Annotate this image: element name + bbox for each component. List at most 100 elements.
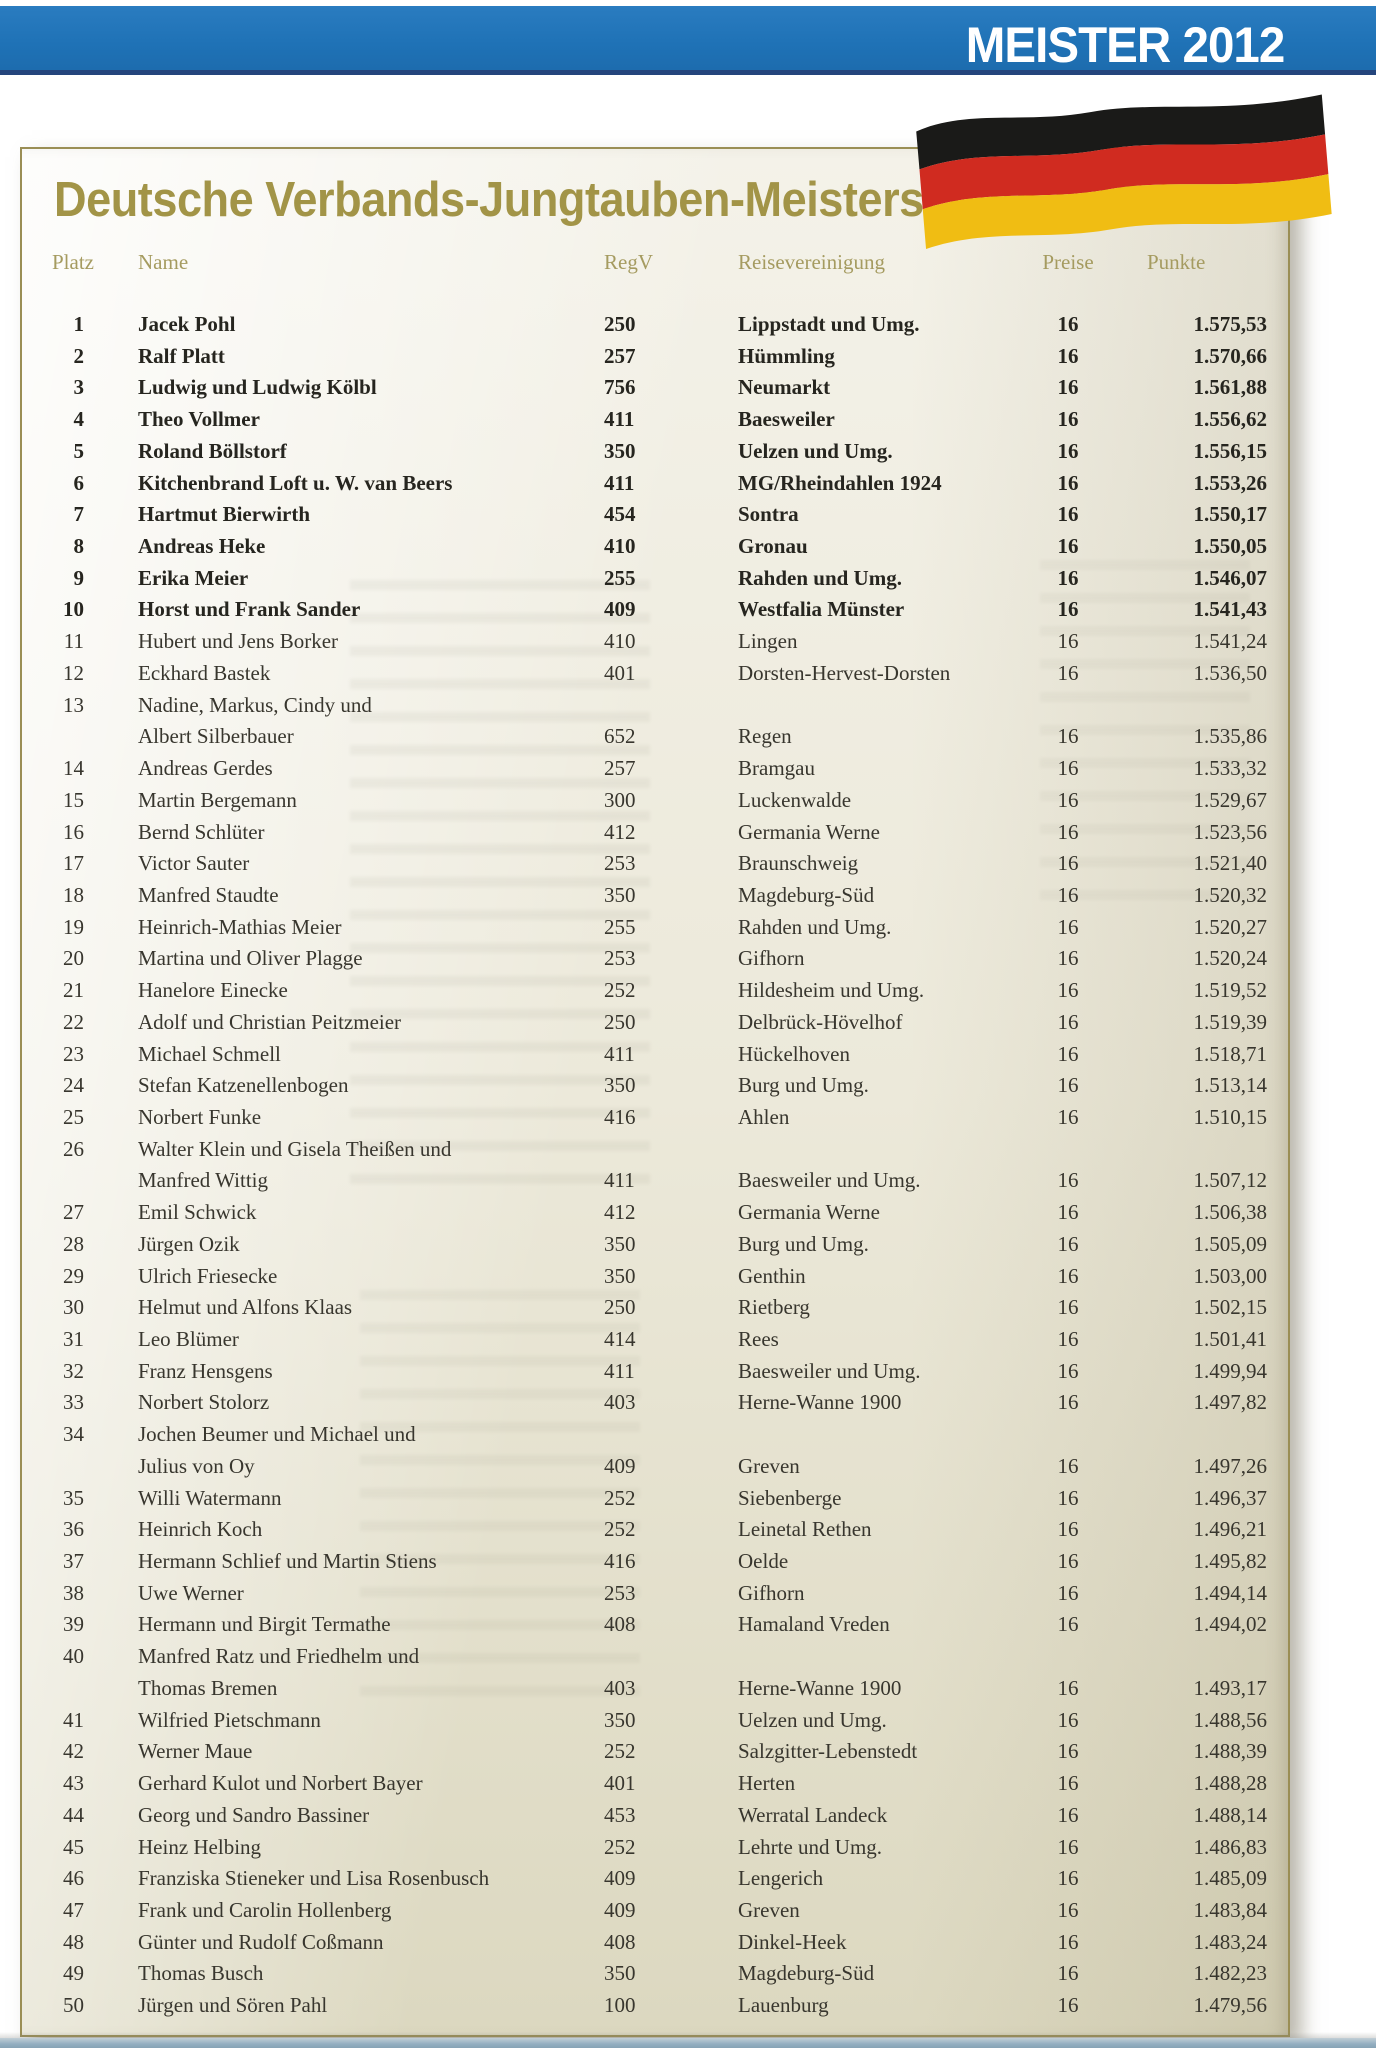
cell-reisevereinigung: Luckenwalde — [738, 787, 852, 812]
table-row: 21 Hanelore Einecke 252 Hildesheim und Umg.… — [22, 975, 1267, 1007]
cell-reisevereinigung: Lauenburg — [738, 1993, 829, 2018]
cell-platz: 49 — [63, 1961, 84, 1986]
table-row: 13 Nadine, Markus, Cindy und — [22, 690, 1267, 722]
cell-platz: 45 — [63, 1834, 84, 1859]
cell-reisevereinigung: Hümmling — [738, 343, 835, 368]
cell-regv: 411 — [604, 1041, 635, 1066]
top-banner: MEISTER 2012 — [0, 6, 1376, 75]
cell-platz: 43 — [63, 1771, 84, 1796]
table-row: 2 Ralf Platt 257 Hümmling 16 1.570,66 — [22, 341, 1268, 373]
cell-punkte: 1.575,53 — [1193, 312, 1268, 336]
cell-reisevereinigung: Ahlen — [738, 1104, 790, 1129]
table-row: 31 Leo Blümer 414 Rees 16 1.501,41 — [22, 1324, 1267, 1356]
cell-name: Nadine, Markus, Cindy und — [138, 692, 372, 717]
cell-preise: 16 — [1057, 597, 1079, 622]
cell-name: Norbert Funke — [138, 1104, 262, 1129]
table-row: 47 Frank und Carolin Hollenberg 409 Greven 1… — [22, 1895, 1267, 1927]
cell-punkte: 1.505,09 — [1193, 1231, 1268, 1256]
cell-preise: 16 — [1057, 724, 1079, 749]
cell-reisevereinigung: Dinkel-Heek — [738, 1929, 847, 1954]
results-sheet — [20, 147, 1290, 2037]
cell-regv: 252 — [604, 978, 636, 1003]
table-row: 1 Jacek Pohl 250 Lippstadt und Umg. 16 1.575,… — [22, 309, 1268, 341]
cell-punkte: 1.556,62 — [1193, 407, 1268, 432]
cell-preise: 16 — [1057, 1580, 1079, 1605]
table-row: 34 Jochen Beumer und Michael und — [22, 1419, 1267, 1451]
cell-name: Manfred Wittig — [138, 1168, 268, 1193]
cell-name: Thomas Bremen — [138, 1675, 278, 1700]
cell-punkte: 1.520,32 — [1193, 882, 1268, 907]
cell-platz: 20 — [63, 946, 84, 971]
cell-reisevereinigung: Gifhorn — [738, 1580, 805, 1605]
cell-punkte: 1.536,50 — [1193, 660, 1268, 685]
cell-platz: 24 — [63, 1073, 84, 1098]
cell-name: Jacek Pohl — [138, 312, 236, 336]
cell-punkte: 1.550,05 — [1193, 534, 1268, 559]
table-row: 48 Günter und Rudolf Coßmann 408 Dinkel-Hee… — [22, 1927, 1267, 1959]
cell-platz: 40 — [63, 1644, 84, 1669]
cell-name: Ludwig und Ludwig Kölbl — [138, 375, 377, 400]
cell-reisevereinigung: Gronau — [738, 534, 808, 559]
cell-platz: 33 — [63, 1390, 84, 1415]
cell-platz: 48 — [63, 1929, 84, 1954]
cell-punkte: 1.486,83 — [1193, 1834, 1268, 1859]
cell-platz: 2 — [73, 343, 85, 368]
cell-punkte: 1.510,15 — [1193, 1104, 1268, 1129]
cell-name: Andreas Heke — [138, 534, 266, 559]
cell-punkte: 1.513,14 — [1193, 1073, 1268, 1098]
cell-preise: 16 — [1057, 1358, 1079, 1383]
table-row: 16 Bernd Schlüter 412 Germania Werne 16 1.523… — [22, 817, 1267, 849]
table-row: 3 Ludwig und Ludwig Kölbl 756 Neumarkt 16 1.5… — [22, 372, 1268, 404]
cell-regv: 257 — [604, 343, 636, 368]
cell-regv: 350 — [604, 438, 636, 463]
cell-name: Martina und Oliver Plagge — [138, 946, 363, 971]
table-row: 37 Hermann Schlief und Martin Stiens 416 Oe… — [22, 1546, 1267, 1578]
table-body: 1 Jacek Pohl 250 Lippstadt und Umg. 16 1.575,… — [22, 309, 1267, 2022]
cell-name: Julius von Oy — [138, 1453, 255, 1478]
cell-regv: 350 — [604, 1961, 636, 1986]
table-row: 11 Hubert und Jens Borker 410 Lingen 16 1.541… — [22, 626, 1267, 658]
cell-preise: 16 — [1057, 1802, 1079, 1827]
cell-punkte: 1.482,23 — [1193, 1961, 1268, 1986]
cell-regv: 300 — [604, 787, 636, 812]
cell-platz: 28 — [63, 1231, 84, 1256]
table-row: 12 Eckhard Bastek 401 Dorsten-Hervest-Dorst… — [22, 658, 1267, 690]
cell-reisevereinigung: Greven — [738, 1453, 800, 1478]
cell-preise: 16 — [1057, 1929, 1079, 1954]
cell-name: Horst und Frank Sander — [138, 597, 361, 622]
cell-platz: 30 — [63, 1295, 84, 1320]
cell-punkte: 1.493,17 — [1193, 1675, 1268, 1700]
cell-platz: 34 — [63, 1422, 84, 1447]
cell-preise: 16 — [1057, 1549, 1079, 1574]
cell-name: Eckhard Bastek — [138, 660, 271, 685]
table-row: 18 Manfred Staudte 350 Magdeburg-Süd 16 1.520… — [22, 880, 1267, 912]
cell-regv: 409 — [604, 597, 636, 622]
cell-preise: 16 — [1057, 1771, 1079, 1796]
cell-preise: 16 — [1057, 375, 1079, 400]
cell-punkte: 1.533,32 — [1193, 756, 1268, 781]
cell-platz: 17 — [63, 851, 84, 876]
cell-platz: 9 — [73, 565, 85, 590]
cell-platz: 50 — [63, 1993, 84, 2018]
cell-preise: 16 — [1057, 1390, 1079, 1415]
cell-name: Manfred Staudte — [138, 882, 279, 907]
cell-platz: 13 — [63, 692, 84, 717]
cell-regv: 412 — [604, 819, 636, 844]
cell-platz: 3 — [73, 375, 85, 400]
cell-name: Heinrich-Mathias Meier — [138, 914, 342, 939]
german-flag-icon — [916, 94, 1332, 250]
cell-punkte: 1.488,14 — [1193, 1802, 1268, 1827]
cell-preise: 16 — [1057, 1675, 1079, 1700]
cell-preise: 16 — [1057, 914, 1079, 939]
table-row: 26 Walter Klein und Gisela Theißen und — [22, 1134, 1267, 1166]
table-row: 14 Andreas Gerdes 257 Bramgau 16 1.533,32 — [22, 753, 1267, 785]
cell-platz: 25 — [63, 1104, 84, 1129]
cell-platz: 47 — [63, 1897, 84, 1922]
cell-platz: 39 — [63, 1612, 84, 1637]
cell-punkte: 1.499,94 — [1193, 1358, 1268, 1383]
table-row: 29 Ulrich Friesecke 350 Genthin 16 1.503,00 — [22, 1261, 1267, 1293]
cell-preise: 16 — [1057, 1168, 1079, 1193]
table-row: 19 Heinrich-Mathias Meier 255 Rahden und Um… — [22, 912, 1267, 944]
cell-name: Jochen Beumer und Michael und — [138, 1422, 416, 1447]
cell-preise: 16 — [1057, 1104, 1079, 1129]
